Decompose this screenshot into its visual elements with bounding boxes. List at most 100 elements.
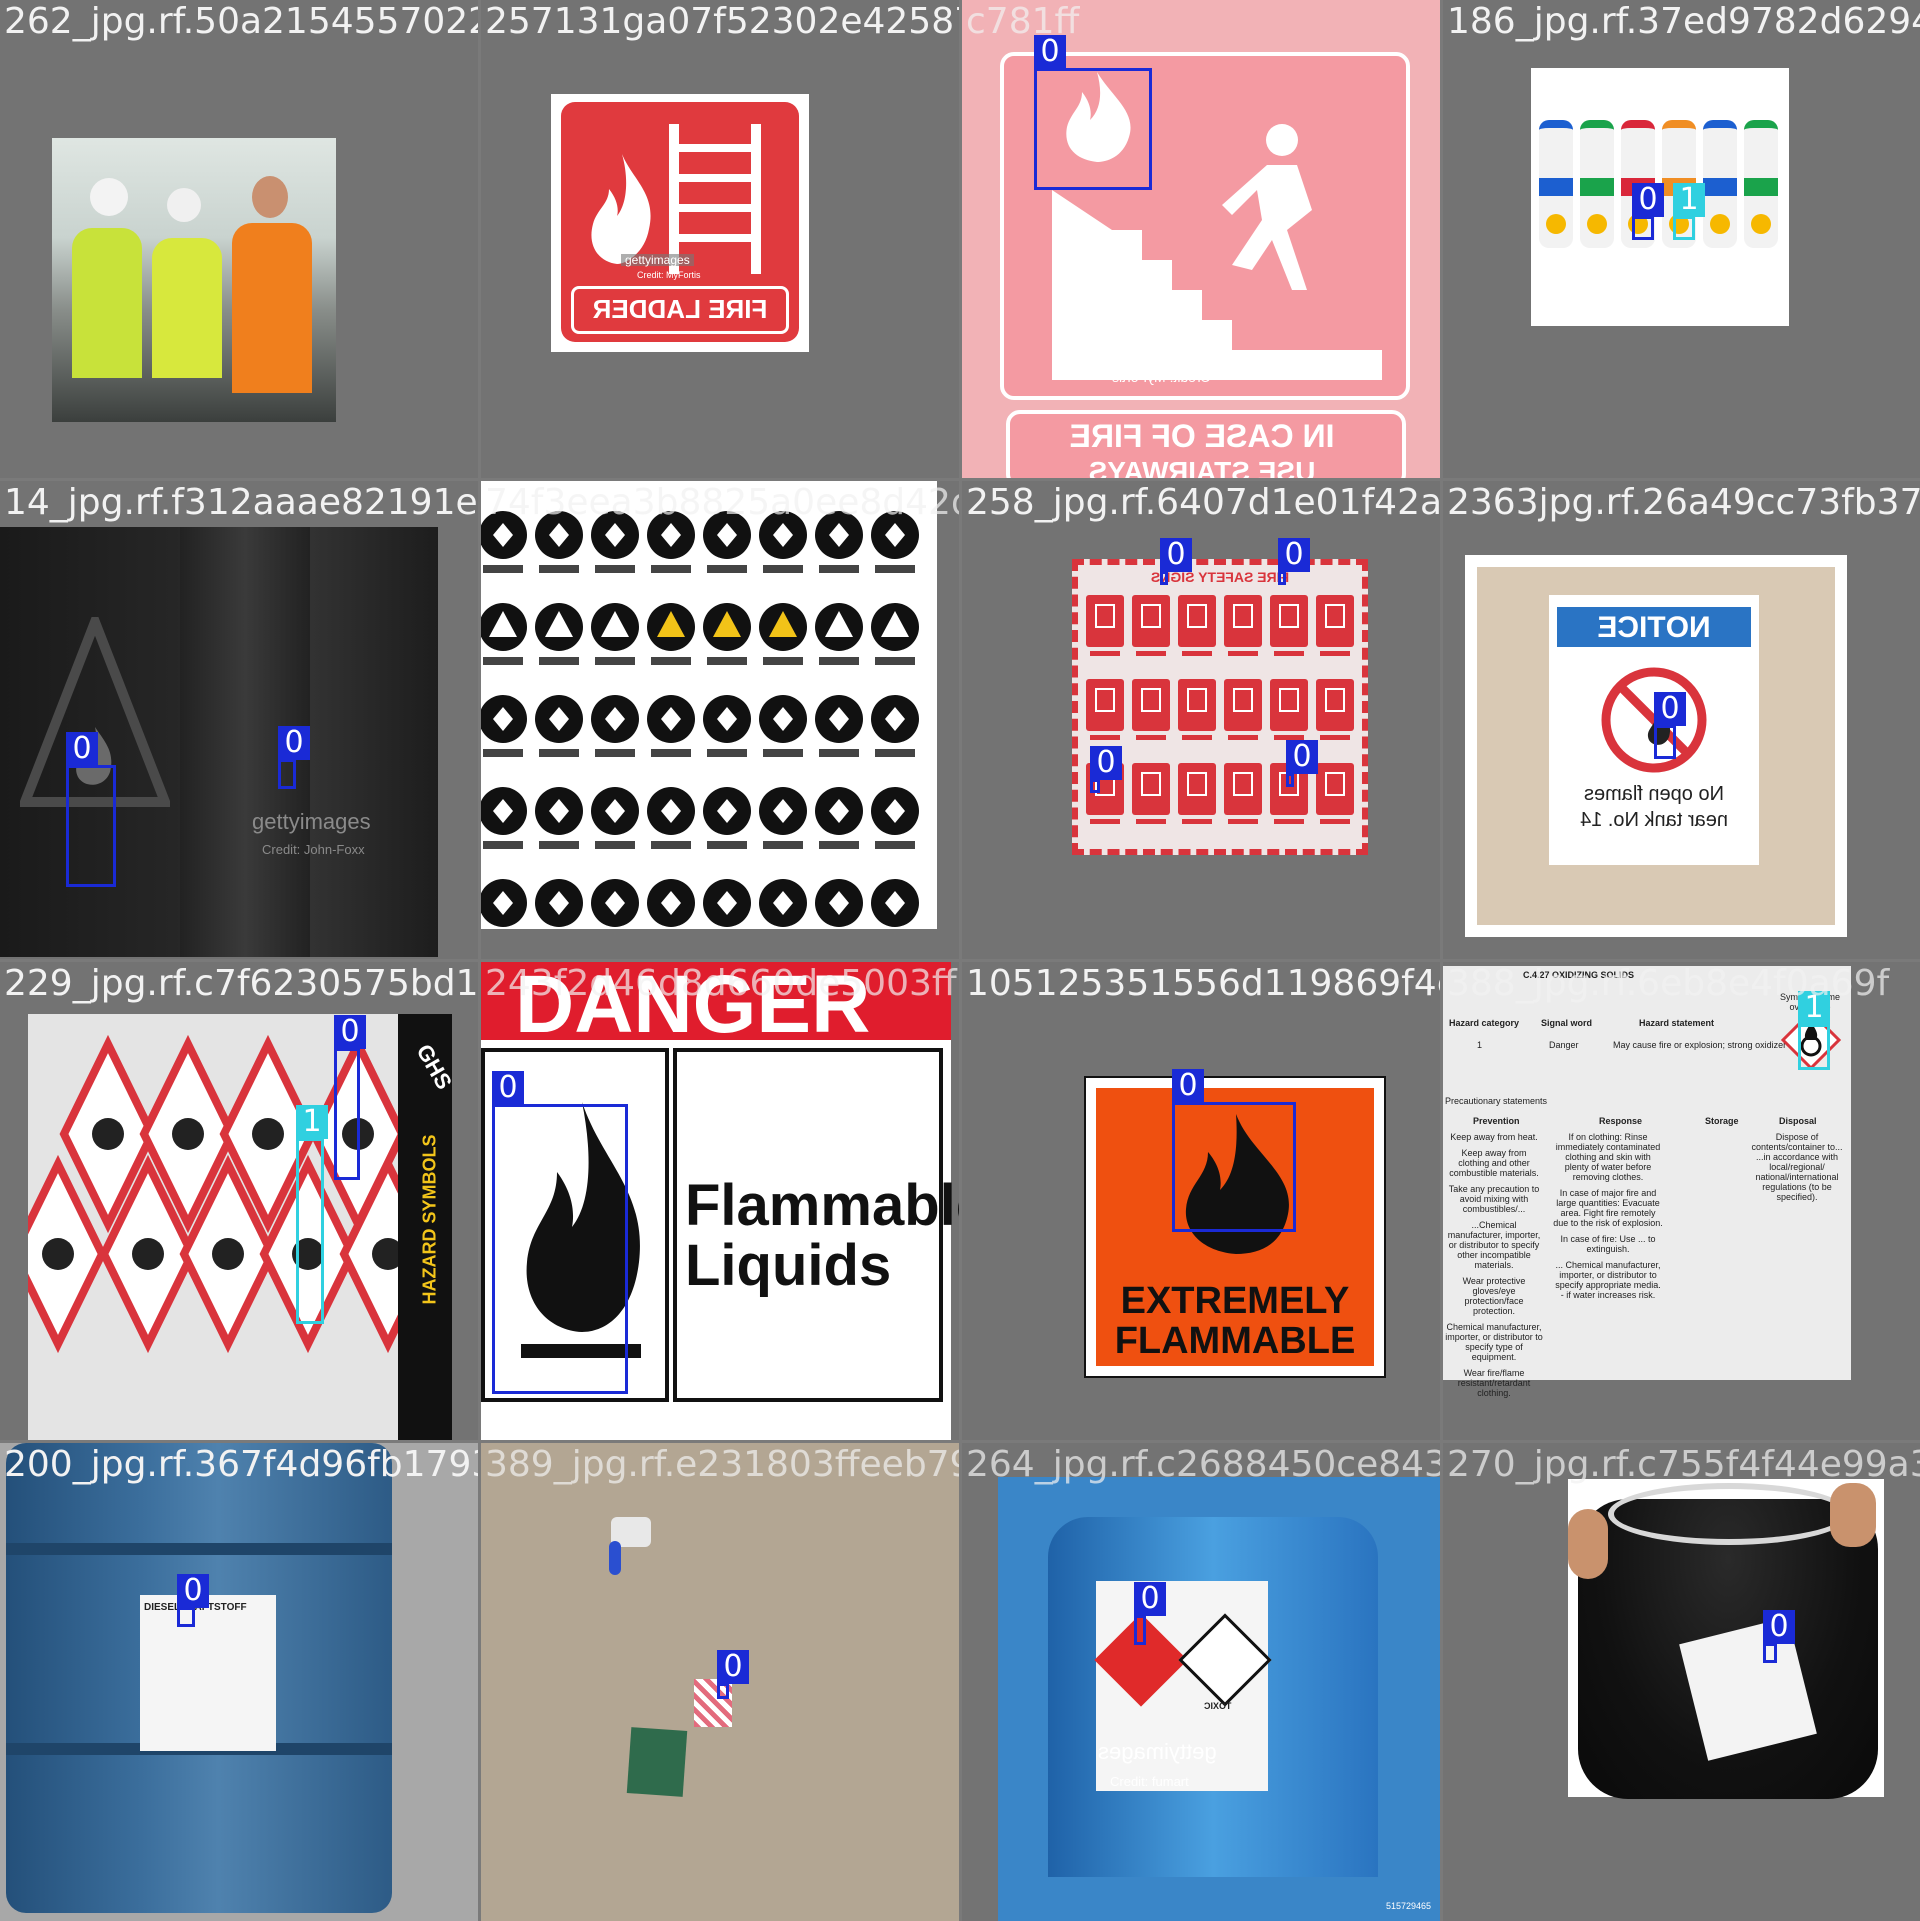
tile-14: 389_jpg.rf.e231803ffeeb79c3 0 — [481, 1443, 959, 1921]
h-disposal: Disposal — [1779, 1116, 1817, 1126]
hazard-glyph — [825, 611, 853, 637]
tile-3: IN CASE OF FIRE USE STAIRWAYS gettyimage… — [962, 0, 1440, 478]
response-list: If on clothing: Rinse immediately contam… — [1553, 1132, 1663, 1306]
hazard-glyph — [661, 707, 681, 731]
caption-bar — [1320, 735, 1350, 740]
doc-list-item: Chemical manufacturer, importer, or dist… — [1445, 1322, 1543, 1362]
hazard-glyph — [769, 611, 797, 637]
flame-icon — [591, 154, 651, 264]
lab-photo — [52, 138, 336, 422]
caption-bar — [539, 841, 579, 849]
hazard-glyph — [549, 707, 569, 731]
caption-bar — [1182, 819, 1212, 824]
fire-sign-icon — [1086, 679, 1124, 731]
caption-bar — [1320, 651, 1350, 656]
doc-list-item: Take any precaution to avoid mixing with… — [1448, 1184, 1540, 1214]
running-person-icon — [1222, 124, 1312, 290]
caption-bar — [483, 841, 523, 849]
credit: Credit: MyFortis — [1112, 369, 1211, 385]
tile-6: 74f3eea3b8825a0ee8d42ddf258 — [481, 481, 959, 959]
caption-bar — [763, 749, 803, 757]
detection-label: 0 — [1286, 740, 1318, 774]
detection-label: 0 — [1278, 538, 1310, 572]
tile-1: 262_jpg.rf.50a21545570221 — [0, 0, 478, 478]
detection-label: 0 — [177, 1574, 209, 1608]
caption-bar — [1182, 651, 1212, 656]
hazard-glyph — [657, 611, 685, 637]
detection-box: 0 — [1134, 1582, 1166, 1645]
ghs-glyph — [372, 1238, 404, 1270]
flame-icon — [1185, 1114, 1289, 1254]
doc-list-item: In case of fire: Use ... to extinguish. — [1560, 1234, 1656, 1254]
fire-sign-icon — [1316, 679, 1354, 731]
ghs-diamonds — [9, 1034, 437, 1354]
ghs-glyph — [92, 1118, 124, 1150]
sign-glyph — [1233, 688, 1253, 712]
detection-box: 0 — [278, 726, 310, 789]
symbol-grid — [481, 511, 919, 941]
caption-bar — [1228, 651, 1258, 656]
hazard-glyph — [773, 523, 793, 547]
h-prevention: Prevention — [1473, 1116, 1520, 1126]
detection-label: 0 — [1034, 35, 1066, 69]
doc-list-item: If on clothing: Rinse immediately contam… — [1555, 1132, 1661, 1182]
caption-bar — [1090, 819, 1120, 824]
hazard-symbols-chart — [481, 481, 937, 941]
stairway-sign: IN CASE OF FIRE USE STAIRWAYS gettyimage… — [962, 0, 1440, 478]
doc-list-item: ...Chemical manufacturer, importer, or d… — [1447, 1220, 1541, 1270]
hazard-glyph — [829, 799, 849, 823]
toxic-label: TOXIC — [1204, 1701, 1232, 1711]
tile-13: DIESELKRAFTSTOFF 200_jpg.rf.367f4d96fb17… — [0, 1443, 478, 1921]
hazard-glyph — [717, 523, 737, 547]
hazard-glyph — [717, 891, 737, 915]
fire-icon — [1066, 72, 1131, 162]
sign-text-2: USE STAIRWAYS — [1088, 456, 1316, 478]
col-hazard-statement: Hazard statement — [1639, 1018, 1715, 1028]
sign-text: FIRE LADDER — [592, 294, 768, 324]
hazard-glyph — [605, 523, 625, 547]
ghs-glyph — [172, 1118, 204, 1150]
hazard-glyph — [829, 707, 849, 731]
fire-sign-icon — [1132, 595, 1170, 647]
tile-title: 258_jpg.rf.6407d1e01f42ae8f — [966, 482, 1440, 523]
detection-box: 0 — [1286, 740, 1318, 787]
doc-list-item: Keep away from heat. — [1450, 1132, 1538, 1142]
caption-bar — [819, 657, 859, 665]
caption-bar — [1274, 735, 1304, 740]
fire-sign-icon — [1224, 763, 1262, 815]
doc-list-item: Wear fire/flame resistant/retardant clot… — [1457, 1368, 1531, 1398]
hazard-glyph — [545, 611, 573, 637]
sign-line-2: Liquids — [685, 1233, 892, 1298]
ghs-glyph — [292, 1238, 324, 1270]
watermark: gettyimages — [1102, 344, 1210, 366]
detection-box: 1 — [1798, 991, 1830, 1070]
detection-label: 1 — [1798, 991, 1830, 1025]
caption-bar — [707, 749, 747, 757]
detection-box: 1 — [296, 1105, 328, 1324]
credit: Credit: fumart — [1110, 1774, 1189, 1789]
caption-bar — [539, 749, 579, 757]
fire-sign-icon — [1270, 595, 1308, 647]
fire-safety-signs-poster: FIRE SAFETY SIGNS — [1072, 559, 1368, 855]
watermark: gettyimages — [252, 809, 371, 834]
hazard-glyph — [717, 707, 737, 731]
fire-sign-icon — [1132, 679, 1170, 731]
fire-sign-icon — [1316, 763, 1354, 815]
detection-label: 0 — [66, 732, 98, 766]
fire-sign-icon — [1224, 595, 1262, 647]
caption-bar — [483, 749, 523, 757]
hazard-glyph — [773, 891, 793, 915]
tile-10: DANGER Flammable Liquids 243f2d46d8d660d… — [481, 962, 959, 1440]
hazard-glyph — [661, 799, 681, 823]
hazard-glyph — [489, 611, 517, 637]
caption-bar — [483, 657, 523, 665]
hazard-glyph — [601, 611, 629, 637]
blue-drum-render: DIESELKRAFTSTOFF — [0, 1443, 478, 1921]
caption-bar — [707, 657, 747, 665]
detection-label: 1 — [296, 1105, 328, 1139]
doc-list-item: In case of major fire and large quantiti… — [1553, 1188, 1663, 1228]
detection-box: 0 — [177, 1574, 209, 1627]
detection-label: 1 — [1673, 183, 1705, 217]
caption-bar — [707, 565, 747, 573]
tile-16: 270_jpg.rf.c755f4f44e99a32c 0 — [1443, 1443, 1920, 1921]
